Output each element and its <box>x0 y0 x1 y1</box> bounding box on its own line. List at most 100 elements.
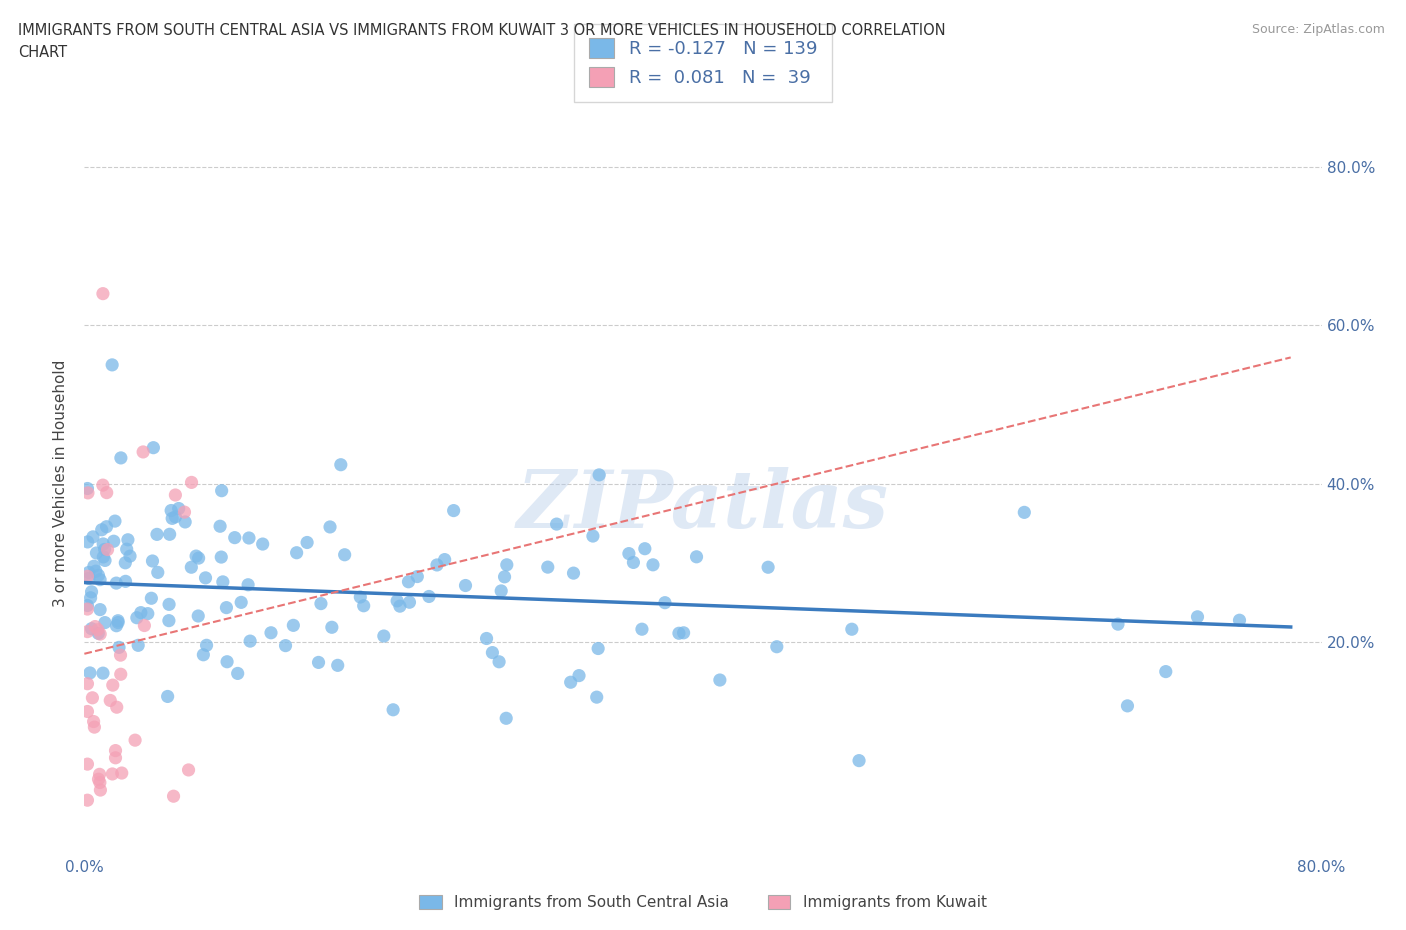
Point <box>426 557 449 572</box>
Point <box>209 519 232 534</box>
Point <box>93 542 115 557</box>
Point <box>87 772 110 787</box>
Point <box>326 658 349 672</box>
Point <box>187 551 209 565</box>
Point <box>187 608 209 623</box>
Point <box>180 560 202 575</box>
Point <box>224 530 246 545</box>
Point <box>83 720 105 735</box>
Point <box>333 548 356 563</box>
Point <box>87 626 110 641</box>
Y-axis label: 3 or more Vehicles in Household: 3 or more Vehicles in Household <box>53 360 69 607</box>
Point <box>586 641 609 656</box>
Point <box>101 357 124 372</box>
Point <box>107 613 129 628</box>
Point <box>91 550 114 565</box>
Point <box>141 591 163 605</box>
Point <box>105 576 128 591</box>
Point <box>672 625 695 640</box>
Point <box>398 575 420 590</box>
Point <box>76 792 98 807</box>
Point <box>91 478 114 493</box>
Point <box>146 527 169 542</box>
Point <box>90 523 112 538</box>
Point <box>309 596 332 611</box>
Point <box>104 751 127 765</box>
Point <box>76 757 98 772</box>
Point <box>1116 698 1139 713</box>
Point <box>134 618 156 633</box>
Point <box>79 666 101 681</box>
Point <box>91 666 114 681</box>
Point <box>623 555 645 570</box>
Point <box>562 565 585 580</box>
Point <box>82 690 104 705</box>
Legend: R = -0.127   N = 139, R =  0.081   N =  39: R = -0.127 N = 139, R = 0.081 N = 39 <box>575 24 831 101</box>
Point <box>76 598 98 613</box>
Point <box>105 618 128 633</box>
Point <box>283 618 305 632</box>
Point <box>114 574 136 589</box>
Point <box>481 645 503 660</box>
Point <box>195 638 218 653</box>
Point <box>136 606 159 621</box>
Point <box>141 553 163 568</box>
Point <box>173 505 195 520</box>
Point <box>211 575 233 590</box>
Point <box>104 513 127 528</box>
Point <box>76 676 98 691</box>
Point <box>91 286 114 301</box>
Point <box>98 693 121 708</box>
Point <box>841 622 863 637</box>
Point <box>115 542 138 557</box>
Point <box>217 655 239 670</box>
Point <box>274 638 297 653</box>
Point <box>110 647 132 662</box>
Point <box>177 763 200 777</box>
Point <box>406 569 429 584</box>
Point <box>111 765 134 780</box>
Point <box>489 583 512 598</box>
Point <box>107 615 129 630</box>
Point <box>433 552 456 567</box>
Text: Source: ZipAtlas.com: Source: ZipAtlas.com <box>1251 23 1385 36</box>
Point <box>654 595 676 610</box>
Point <box>76 624 98 639</box>
Point <box>641 557 664 572</box>
Point <box>77 485 100 500</box>
Point <box>226 666 249 681</box>
Point <box>127 638 149 653</box>
Point <box>80 621 103 636</box>
Point <box>194 570 217 585</box>
Point <box>634 541 657 556</box>
Point <box>180 475 202 490</box>
Point <box>209 550 232 565</box>
Point <box>193 647 215 662</box>
Point <box>114 555 136 570</box>
Point <box>488 655 510 670</box>
Point <box>94 615 117 630</box>
Point <box>118 549 141 564</box>
Point <box>295 535 318 550</box>
Point <box>560 675 582 690</box>
Point <box>184 549 207 564</box>
Point <box>418 589 440 604</box>
Point <box>89 627 111 642</box>
Point <box>105 699 128 714</box>
Point <box>76 704 98 719</box>
Point <box>146 565 169 579</box>
Point <box>668 626 690 641</box>
Point <box>215 600 238 615</box>
Point <box>83 714 105 729</box>
Point <box>89 783 111 798</box>
Point <box>104 743 127 758</box>
Point <box>96 485 118 500</box>
Point <box>101 678 124 693</box>
Point <box>156 689 179 704</box>
Point <box>765 639 787 654</box>
Point <box>685 550 707 565</box>
Point <box>117 532 139 547</box>
Point <box>94 553 117 568</box>
Point <box>110 667 132 682</box>
Point <box>83 559 105 574</box>
